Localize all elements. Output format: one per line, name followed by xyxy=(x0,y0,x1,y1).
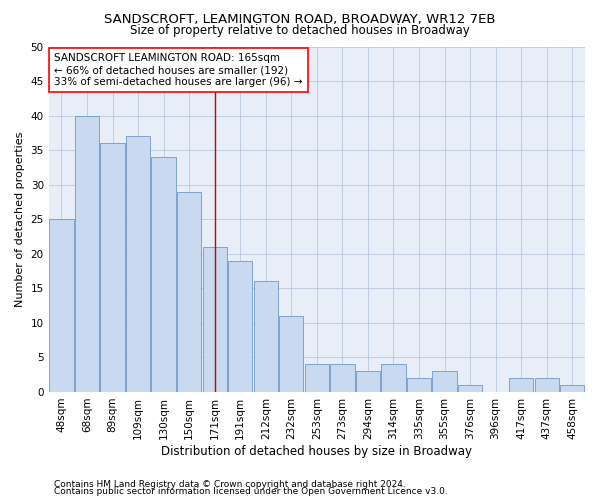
Bar xyxy=(330,364,355,392)
Bar xyxy=(458,385,482,392)
Text: SANDSCROFT LEAMINGTON ROAD: 165sqm
← 66% of detached houses are smaller (192)
33: SANDSCROFT LEAMINGTON ROAD: 165sqm ← 66%… xyxy=(54,54,302,86)
Bar xyxy=(49,219,74,392)
Bar xyxy=(228,260,253,392)
Y-axis label: Number of detached properties: Number of detached properties xyxy=(15,132,25,307)
Bar xyxy=(177,192,201,392)
Bar xyxy=(433,371,457,392)
Text: Contains HM Land Registry data © Crown copyright and database right 2024.: Contains HM Land Registry data © Crown c… xyxy=(54,480,406,489)
Bar xyxy=(126,136,150,392)
Bar xyxy=(407,378,431,392)
Bar xyxy=(305,364,329,392)
Bar xyxy=(382,364,406,392)
Bar xyxy=(509,378,533,392)
Text: Size of property relative to detached houses in Broadway: Size of property relative to detached ho… xyxy=(130,24,470,37)
Text: SANDSCROFT, LEAMINGTON ROAD, BROADWAY, WR12 7EB: SANDSCROFT, LEAMINGTON ROAD, BROADWAY, W… xyxy=(104,12,496,26)
Bar xyxy=(560,385,584,392)
Bar xyxy=(535,378,559,392)
X-axis label: Distribution of detached houses by size in Broadway: Distribution of detached houses by size … xyxy=(161,444,472,458)
Bar xyxy=(151,157,176,392)
Bar xyxy=(356,371,380,392)
Text: Contains public sector information licensed under the Open Government Licence v3: Contains public sector information licen… xyxy=(54,488,448,496)
Bar xyxy=(279,316,304,392)
Bar xyxy=(203,247,227,392)
Bar xyxy=(100,143,125,392)
Bar xyxy=(254,282,278,392)
Bar xyxy=(75,116,99,392)
